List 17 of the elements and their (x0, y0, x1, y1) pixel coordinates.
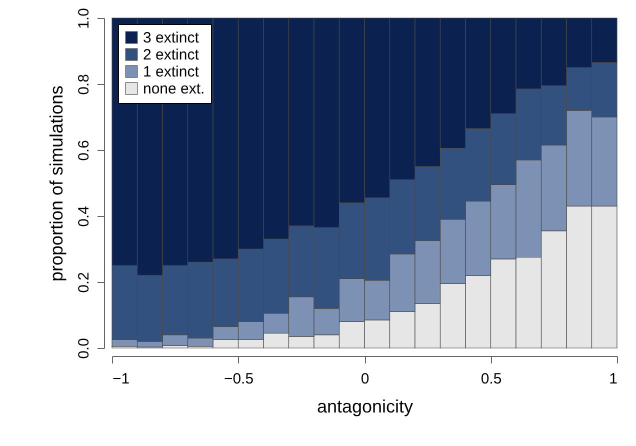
y-tick-label: 0.0 (76, 338, 92, 359)
x-tick-label: −1 (112, 370, 130, 388)
y-tick-label: 0.2 (76, 272, 92, 293)
x-tick-label: 0 (360, 370, 370, 388)
y-axis-title: proportion of simulations (46, 85, 66, 282)
x-tick-label: −0.5 (224, 370, 254, 388)
y-tick-label: 1.0 (76, 8, 92, 29)
y-tick-label: 0.4 (76, 206, 92, 227)
legend-label: none ext. (143, 80, 205, 98)
x-tick-label: 0.5 (480, 370, 502, 388)
legend-label: 2 extinct (143, 46, 200, 64)
y-tick-label: 0.6 (76, 140, 92, 161)
x-axis-title: antagonicity (316, 396, 414, 416)
legend-label: 1 extinct (143, 64, 200, 80)
x-tick-label: 1 (609, 370, 618, 388)
y-tick-label: 0.8 (76, 74, 92, 95)
legend-label: 3 extinct (143, 30, 200, 46)
